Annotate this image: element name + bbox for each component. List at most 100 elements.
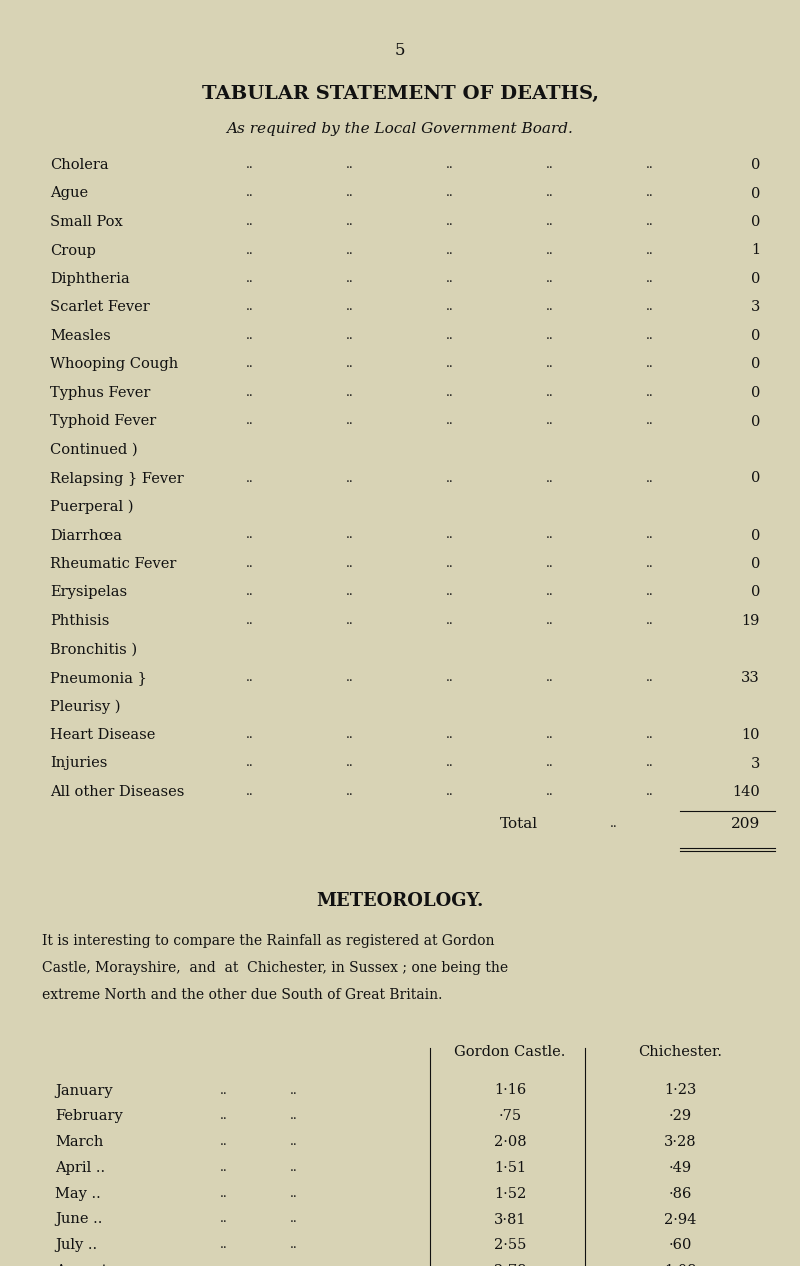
Text: Total: Total <box>500 818 538 832</box>
Text: extreme North and the other due South of Great Britain.: extreme North and the other due South of… <box>42 989 442 1003</box>
Text: ..: .. <box>446 728 454 741</box>
Text: ..: .. <box>646 414 654 428</box>
Text: METEOROLOGY.: METEOROLOGY. <box>316 893 484 910</box>
Text: ..: .. <box>646 300 654 314</box>
Text: ..: .. <box>546 215 554 228</box>
Text: ·86: ·86 <box>668 1186 692 1200</box>
Text: ..: .. <box>546 300 554 314</box>
Text: ..: .. <box>346 528 354 542</box>
Text: ..: .. <box>446 386 454 399</box>
Text: ..: .. <box>246 785 254 798</box>
Text: ..: .. <box>446 528 454 542</box>
Text: 2·78: 2·78 <box>494 1263 526 1266</box>
Text: ..: .. <box>546 272 554 285</box>
Text: All other Diseases: All other Diseases <box>50 785 184 799</box>
Text: ..: .. <box>246 186 254 200</box>
Text: ..: .. <box>220 1213 228 1225</box>
Text: ..: .. <box>546 728 554 741</box>
Text: ..: .. <box>646 728 654 741</box>
Text: ..: .. <box>546 186 554 200</box>
Text: ..: .. <box>290 1136 298 1148</box>
Text: ..: .. <box>646 272 654 285</box>
Text: ..: .. <box>646 357 654 371</box>
Text: ..: .. <box>446 557 454 570</box>
Text: ..: .. <box>220 1238 228 1251</box>
Text: ·29: ·29 <box>669 1109 691 1123</box>
Text: ..: .. <box>346 614 354 627</box>
Text: ..: .. <box>246 471 254 485</box>
Text: ..: .. <box>290 1263 298 1266</box>
Text: February: February <box>55 1109 122 1123</box>
Text: ..: .. <box>446 243 454 257</box>
Text: July ..: July .. <box>55 1238 97 1252</box>
Text: 0: 0 <box>750 414 760 428</box>
Text: ..: .. <box>646 585 654 599</box>
Text: August: August <box>55 1263 107 1266</box>
Text: ..: .. <box>220 1186 228 1200</box>
Text: 0: 0 <box>750 329 760 343</box>
Text: ..: .. <box>446 585 454 599</box>
Text: March: March <box>55 1136 103 1150</box>
Text: ..: .. <box>546 557 554 570</box>
Text: 1·23: 1·23 <box>664 1084 696 1098</box>
Text: ..: .. <box>646 785 654 798</box>
Text: ..: .. <box>220 1161 228 1174</box>
Text: Typhoid Fever: Typhoid Fever <box>50 414 156 428</box>
Text: January: January <box>55 1084 113 1098</box>
Text: ..: .. <box>546 243 554 257</box>
Text: Relapsing } Fever: Relapsing } Fever <box>50 471 184 485</box>
Text: Measles: Measles <box>50 329 110 343</box>
Text: ..: .. <box>446 158 454 171</box>
Text: ..: .. <box>290 1109 298 1122</box>
Text: Diarrhœa: Diarrhœa <box>50 528 122 543</box>
Text: ..: .. <box>246 300 254 314</box>
Text: April ..: April .. <box>55 1161 105 1175</box>
Text: 3: 3 <box>750 757 760 771</box>
Text: Gordon Castle.: Gordon Castle. <box>454 1046 566 1060</box>
Text: ..: .. <box>346 215 354 228</box>
Text: ·75: ·75 <box>498 1109 522 1123</box>
Text: ..: .. <box>446 785 454 798</box>
Text: ..: .. <box>546 528 554 542</box>
Text: ..: .. <box>220 1263 228 1266</box>
Text: ..: .. <box>546 386 554 399</box>
Text: ..: .. <box>290 1084 298 1096</box>
Text: 2·08: 2·08 <box>494 1136 526 1150</box>
Text: Erysipelas: Erysipelas <box>50 585 127 600</box>
Text: ..: .. <box>546 329 554 342</box>
Text: 0: 0 <box>750 557 760 571</box>
Text: 0: 0 <box>750 272 760 286</box>
Text: 2·94: 2·94 <box>664 1213 696 1227</box>
Text: ..: .. <box>290 1186 298 1200</box>
Text: ..: .. <box>346 357 354 371</box>
Text: ..: .. <box>646 671 654 684</box>
Text: ..: .. <box>246 557 254 570</box>
Text: Diphtheria: Diphtheria <box>50 272 130 286</box>
Text: ..: .. <box>646 158 654 171</box>
Text: ..: .. <box>346 300 354 314</box>
Text: Pneumonia }: Pneumonia } <box>50 671 147 685</box>
Text: ..: .. <box>346 243 354 257</box>
Text: ..: .. <box>546 414 554 428</box>
Text: ..: .. <box>346 785 354 798</box>
Text: ..: .. <box>646 557 654 570</box>
Text: ..: .. <box>646 329 654 342</box>
Text: 0: 0 <box>750 186 760 200</box>
Text: Heart Disease: Heart Disease <box>50 728 155 742</box>
Text: ..: .. <box>246 728 254 741</box>
Text: ..: .. <box>346 557 354 570</box>
Text: ..: .. <box>220 1084 228 1096</box>
Text: ..: .. <box>546 671 554 684</box>
Text: Continued ): Continued ) <box>50 443 138 457</box>
Text: May ..: May .. <box>55 1186 101 1200</box>
Text: ..: .. <box>446 614 454 627</box>
Text: ..: .. <box>446 329 454 342</box>
Text: ..: .. <box>646 471 654 485</box>
Text: ..: .. <box>246 585 254 599</box>
Text: ..: .. <box>346 585 354 599</box>
Text: 1·52: 1·52 <box>494 1186 526 1200</box>
Text: 3·28: 3·28 <box>664 1136 696 1150</box>
Text: Bronchitis ): Bronchitis ) <box>50 643 137 657</box>
Text: Chichester.: Chichester. <box>638 1046 722 1060</box>
Text: 209: 209 <box>730 818 760 832</box>
